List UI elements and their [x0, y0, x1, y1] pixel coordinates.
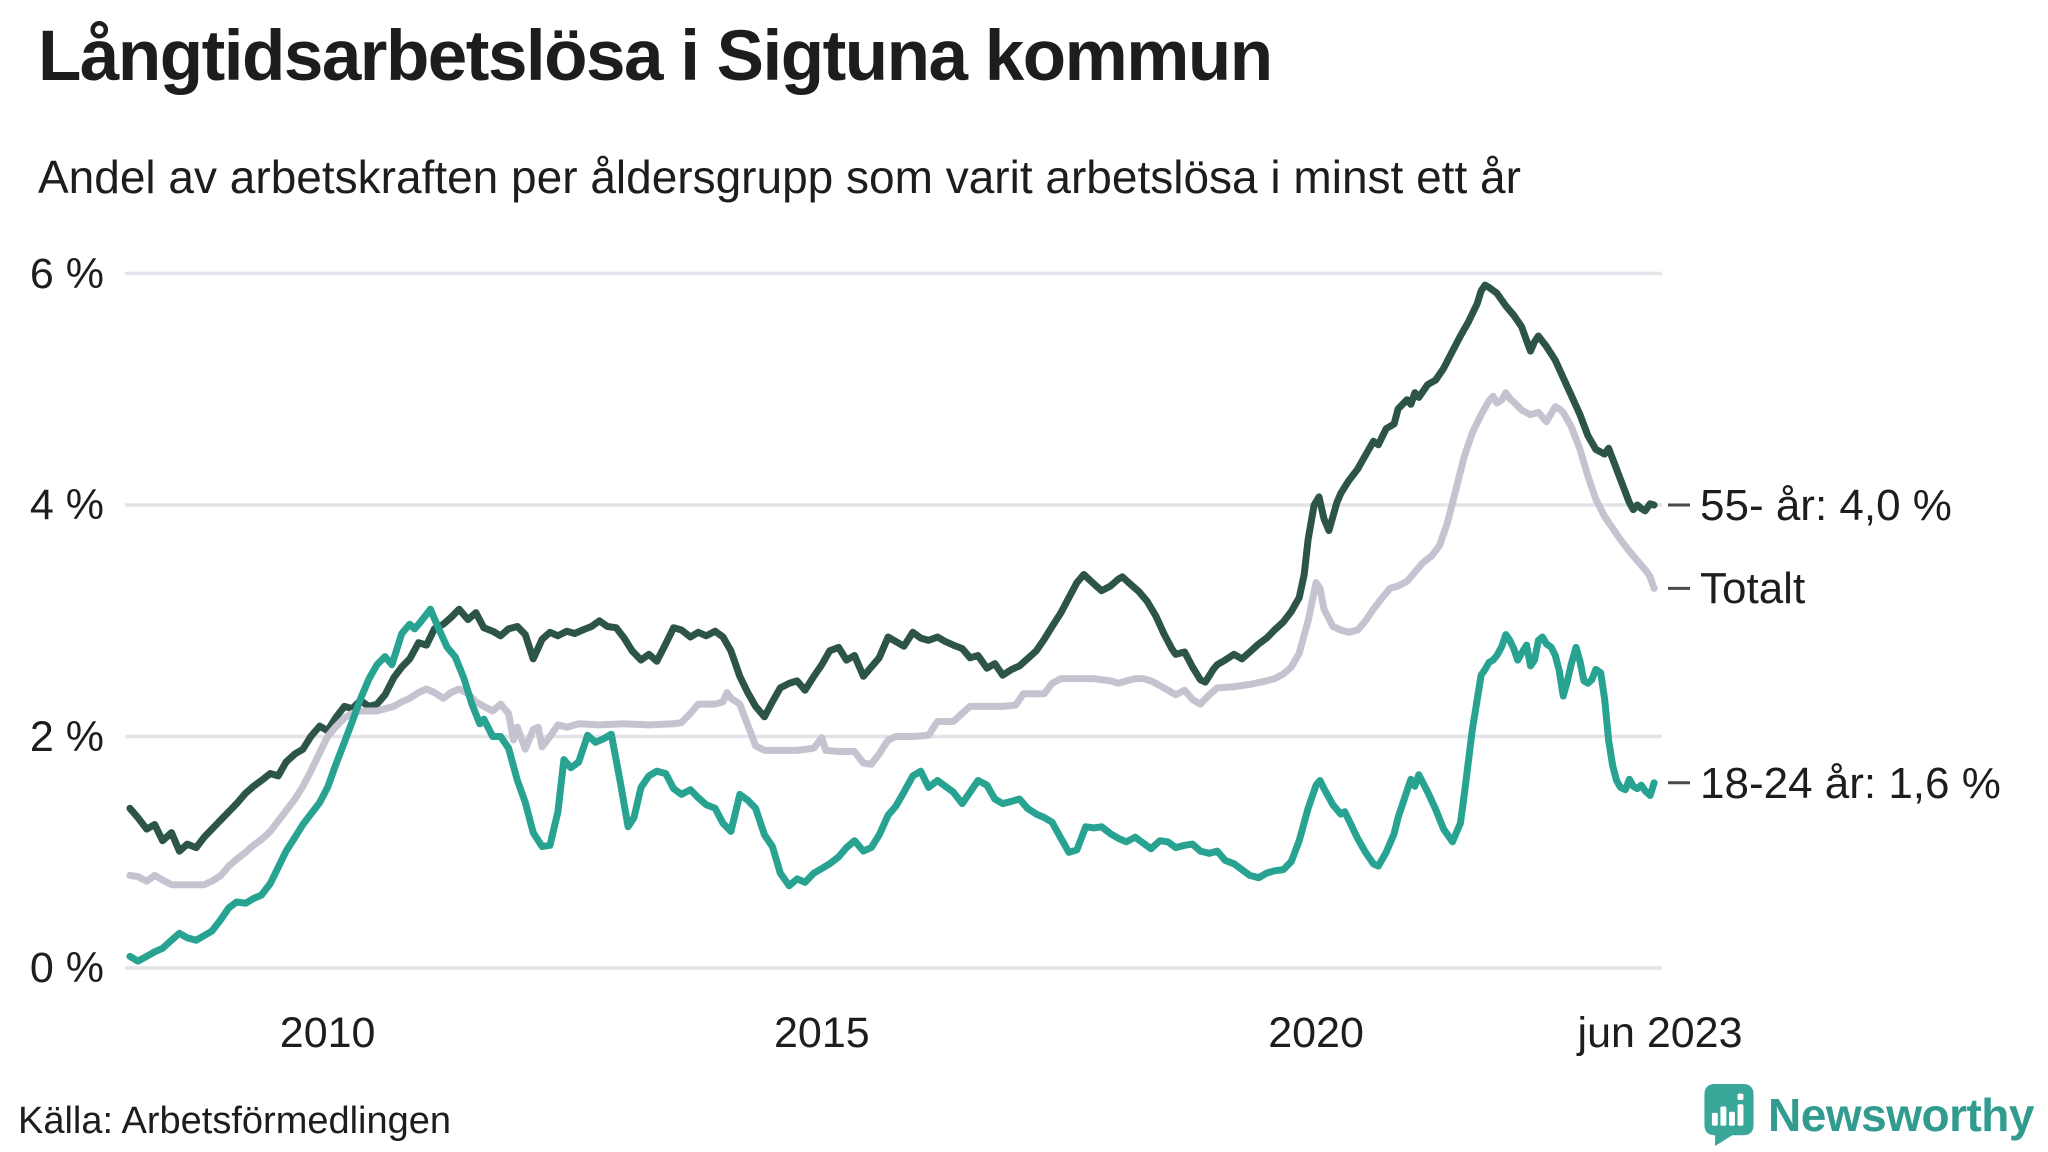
x-tick-label-2010: 2010	[279, 1009, 376, 1057]
x-tick-label-2015: 2015	[773, 1009, 870, 1057]
page-subtitle: Andel av arbetskraften per åldersgrupp s…	[38, 151, 1521, 203]
y-tick-label-0: 0 %	[29, 944, 104, 992]
series-line-55	[126, 281, 1658, 855]
series-line-18-24	[126, 605, 1658, 965]
y-tick-label-4: 4 %	[29, 481, 104, 529]
series-end-label-totalt: Totalt	[1700, 564, 1806, 614]
page-title: Långtidsarbetslösa i Sigtuna kommun	[38, 17, 1273, 96]
x-tick-label-2020: 2020	[1268, 1009, 1364, 1057]
source-note: Källa: Arbetsförmedlingen	[18, 1100, 452, 1142]
series-end-label-18-24: 18-24 år: 1,6 %	[1700, 758, 2001, 808]
newsworthy-branding: Newsworthy	[1704, 1084, 2034, 1146]
y-tick-label-6: 6 %	[29, 249, 104, 298]
x-tick-label-jun-2023: jun 2023	[1577, 1009, 1743, 1057]
newsworthy-logo-icon	[1704, 1084, 1754, 1146]
series-end-label-55: 55- år: 4,0 %	[1700, 481, 1952, 530]
y-tick-label-2: 2 %	[29, 712, 104, 761]
newsworthy-wordmark: Newsworthy	[1768, 1089, 2034, 1141]
series-line-totalt	[126, 389, 1658, 889]
